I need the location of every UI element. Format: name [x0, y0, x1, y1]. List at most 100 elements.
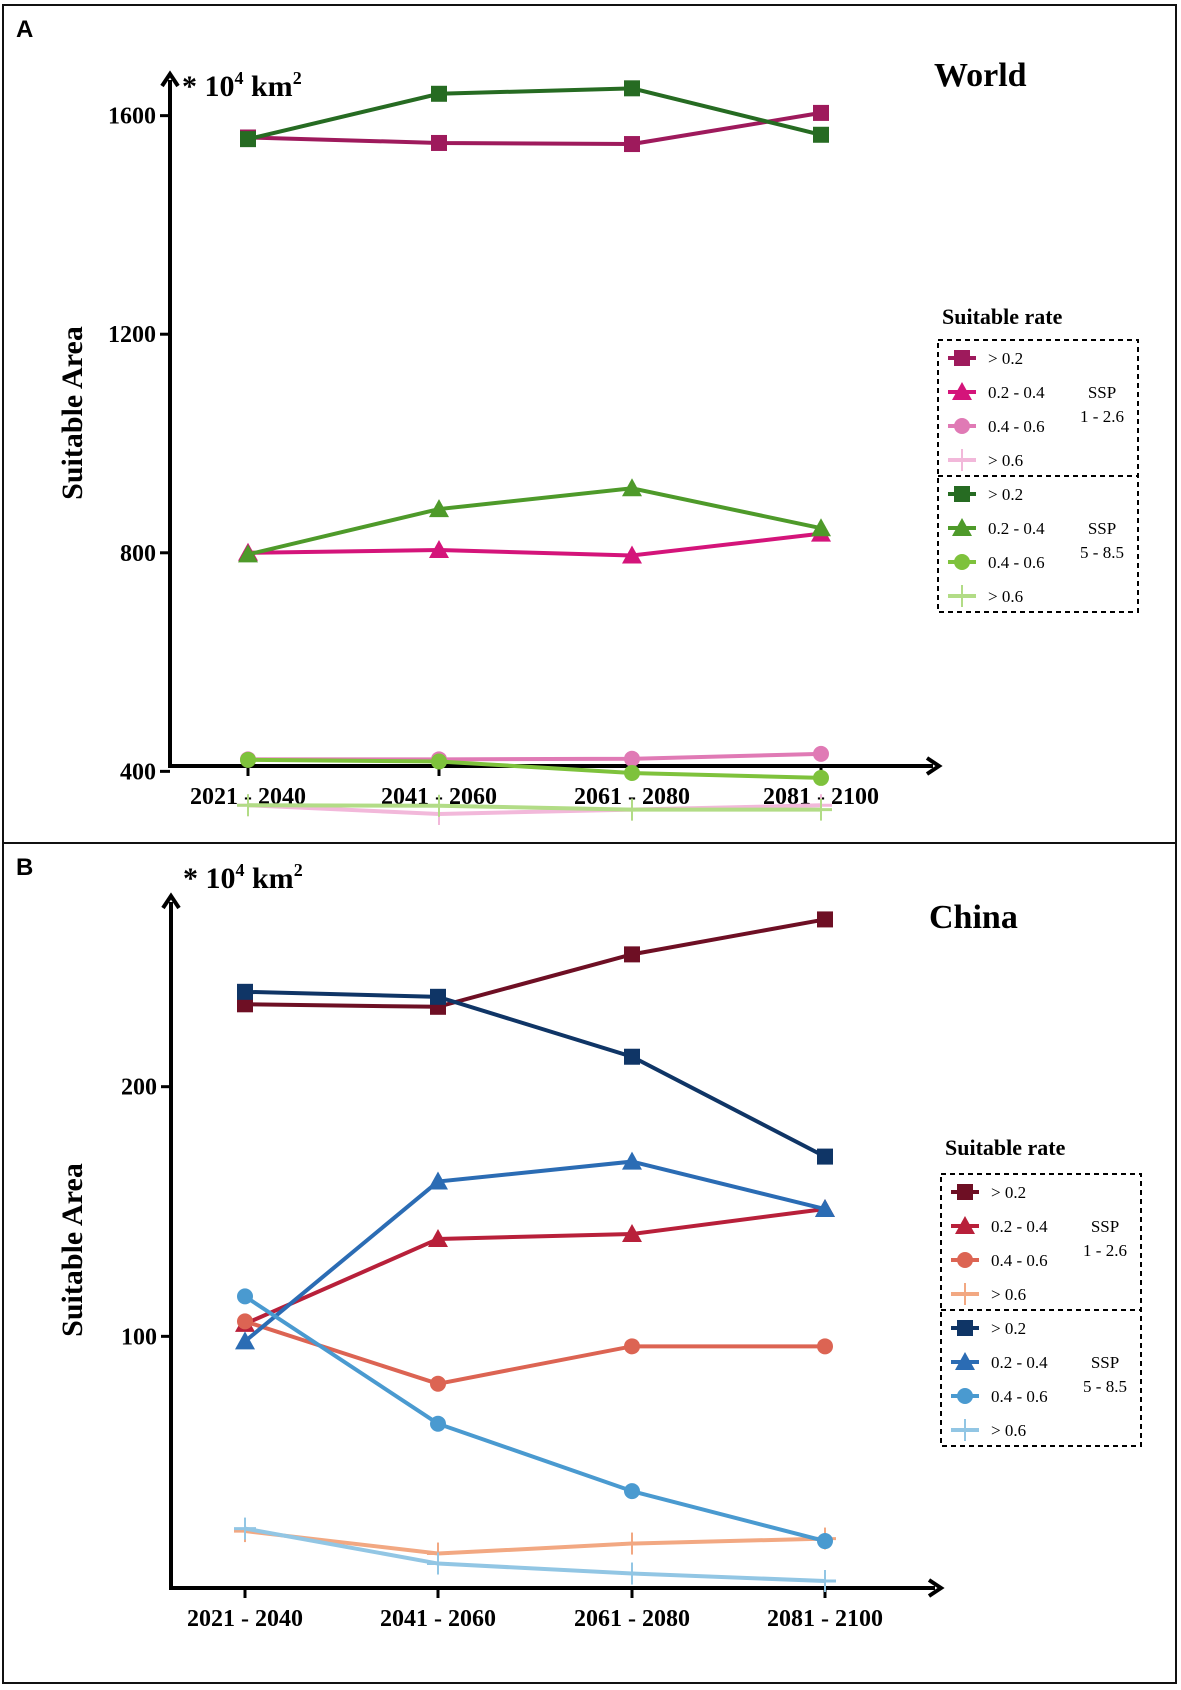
series-line — [244, 1529, 826, 1556]
legend-entry: > 0.6 — [948, 585, 1023, 607]
panel-b: B 100 200 2021 - 2040 2041 - 2060 2061 - 208… — [2, 842, 1177, 1684]
unit-prefix: * 10 — [183, 862, 236, 895]
legend-entry: 0.2 - 0.4 — [951, 1352, 1048, 1372]
legend-label: > 0.6 — [991, 1285, 1026, 1304]
panel-a: A 400 800 1200 1600 2021 - 2040 2041 - 2060 20… — [2, 4, 1177, 844]
series-line — [248, 751, 822, 762]
legend-label: > 0.2 — [991, 1319, 1026, 1338]
legend-label: > 0.6 — [988, 451, 1023, 470]
data-point — [624, 750, 640, 767]
legend-marker — [957, 1252, 973, 1268]
series-7 — [237, 794, 832, 821]
legend-title: Suitable rate — [945, 1135, 1066, 1160]
legend-entry: > 0.2 — [948, 485, 1023, 504]
data-point — [430, 1375, 446, 1392]
series-line — [244, 1319, 825, 1386]
legend-marker — [955, 1216, 975, 1234]
series-5 — [235, 1151, 835, 1350]
data-point — [428, 794, 450, 817]
data-point — [813, 769, 829, 786]
legend-marker — [957, 1388, 973, 1404]
series-2 — [237, 1313, 833, 1392]
legend-label: > 0.2 — [991, 1183, 1026, 1202]
unit-label: * 104 km2 — [183, 860, 303, 895]
data-point — [428, 1228, 448, 1247]
unit-square: 2 — [293, 68, 302, 88]
legend-label: 0.4 - 0.6 — [988, 553, 1045, 572]
series-4 — [237, 983, 833, 1165]
series-line — [243, 1159, 826, 1343]
series-4 — [240, 80, 829, 148]
data-point — [817, 1338, 833, 1355]
data-point — [621, 1532, 643, 1555]
x-tick-label: 2041 - 2060 — [380, 1606, 496, 1632]
y-tick-label: 400 — [120, 759, 156, 785]
data-point — [815, 1199, 835, 1218]
data-point — [621, 798, 643, 821]
legend-entry: > 0.6 — [951, 1419, 1026, 1441]
series-6 — [237, 1288, 833, 1550]
legend-marker — [957, 1184, 973, 1200]
legend-entry: 0.4 - 0.6 — [951, 1387, 1048, 1406]
legend-entry: > 0.6 — [948, 449, 1023, 471]
legend-marker — [954, 350, 970, 366]
series-line — [244, 1526, 826, 1584]
y-tick-label: 1200 — [108, 322, 156, 348]
data-point — [234, 1517, 256, 1540]
data-point — [813, 126, 829, 143]
data-point — [621, 1562, 643, 1585]
legend-marker — [954, 554, 970, 570]
x-tick-label: 2081 - 2100 — [767, 1606, 883, 1632]
legend-label: > 0.6 — [991, 1421, 1026, 1440]
series-line — [247, 803, 821, 812]
data-point — [430, 988, 446, 1005]
legend-title: Suitable rate — [942, 304, 1063, 329]
data-point — [624, 136, 640, 153]
data-point — [624, 80, 640, 97]
y-axis-label: Suitable Area — [56, 326, 89, 500]
legend-entry: 0.4 - 0.6 — [948, 553, 1045, 572]
x-tick-label: 2021 - 2040 — [187, 1606, 303, 1632]
legend-marker — [954, 486, 970, 502]
legend-group-label: 1 - 2.6 — [1080, 407, 1124, 426]
series-0 — [237, 911, 833, 1015]
legend-entry: 0.2 - 0.4 — [951, 1216, 1048, 1236]
series-7 — [234, 1517, 836, 1593]
data-point — [624, 1048, 640, 1065]
legend-group-label: SSP — [1088, 519, 1116, 538]
series-1 — [238, 523, 831, 564]
legend-label: 0.2 - 0.4 — [988, 383, 1045, 402]
data-point — [624, 1338, 640, 1355]
legend-group-label: 1 - 2.6 — [1083, 1241, 1127, 1260]
unit-square: 2 — [294, 860, 303, 880]
data-point — [811, 518, 831, 537]
legend-marker — [957, 1320, 973, 1336]
data-point — [431, 753, 447, 770]
legend-label: 0.2 - 0.4 — [988, 519, 1045, 538]
data-point — [622, 1223, 642, 1242]
data-point — [237, 794, 259, 817]
unit-base: km — [244, 70, 293, 103]
legend-marker — [951, 585, 973, 607]
panel-label-b: B — [16, 854, 34, 881]
legend-marker — [951, 449, 973, 471]
unit-exponent: 4 — [236, 860, 245, 880]
legend-group-label: SSP — [1088, 383, 1116, 402]
series-6 — [240, 751, 829, 786]
data-point — [817, 911, 833, 928]
series-line — [247, 486, 822, 557]
data-point — [237, 1288, 253, 1305]
series-line — [244, 1207, 826, 1326]
legend-label: > 0.2 — [988, 349, 1023, 368]
legend-marker — [954, 1283, 976, 1305]
chart-title: China — [929, 899, 1018, 936]
legend-group-label: 5 - 8.5 — [1083, 1377, 1127, 1396]
data-point — [237, 1313, 253, 1330]
y-tick-label: 1600 — [108, 104, 156, 130]
legend-entry: > 0.2 — [951, 1183, 1026, 1202]
legend-marker — [954, 418, 970, 434]
legend-group-label: SSP — [1091, 1353, 1119, 1372]
legend-entry: > 0.2 — [951, 1319, 1026, 1338]
legend-label: > 0.6 — [988, 587, 1023, 606]
